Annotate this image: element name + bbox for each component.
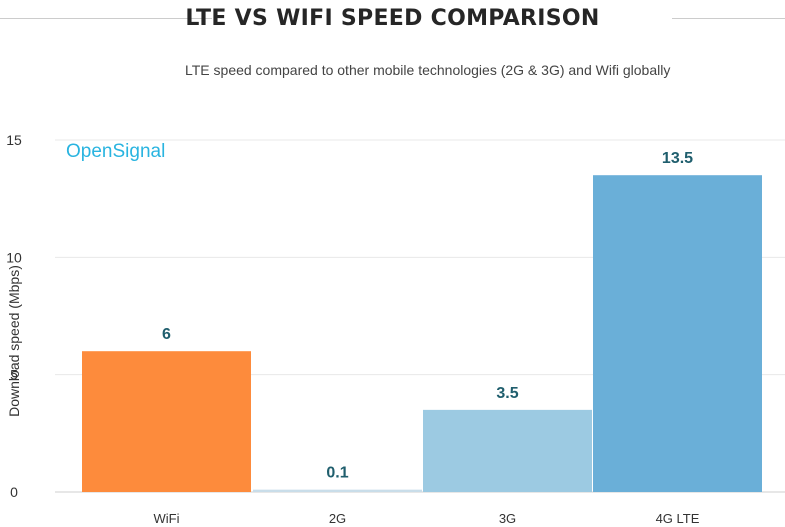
chart-subtitle: LTE speed compared to other mobile techn…: [185, 62, 671, 78]
bar-2g: [253, 489, 422, 492]
title-rule-left: [0, 18, 212, 19]
value-label: 13.5: [662, 150, 693, 167]
chart-title: LTE VS WIFI SPEED COMPARISON: [185, 6, 600, 31]
x-tick-label: 3G: [499, 511, 516, 526]
brand-watermark: OpenSignal: [66, 141, 166, 162]
x-tick-label: WiFi: [154, 511, 180, 526]
x-tick-label: 4G LTE: [656, 511, 700, 526]
title-area: LTE VS WIFI SPEED COMPARISON: [0, 0, 785, 40]
title-rule-right: [672, 18, 785, 19]
x-tick-label: 2G: [329, 511, 346, 526]
y-tick-label: 5: [10, 367, 18, 383]
y-tick-label: 15: [6, 132, 22, 148]
y-tick-label: 0: [10, 484, 18, 500]
value-label: 6: [162, 326, 171, 343]
y-axis-label: Download speed (Mbps): [6, 265, 22, 417]
value-label: 0.1: [326, 465, 348, 482]
bar-wifi: [82, 351, 251, 492]
y-tick-label: 10: [6, 249, 22, 265]
bar-4g-lte: [593, 175, 762, 492]
value-label: 3.5: [496, 385, 518, 402]
bar-3g: [423, 409, 592, 492]
